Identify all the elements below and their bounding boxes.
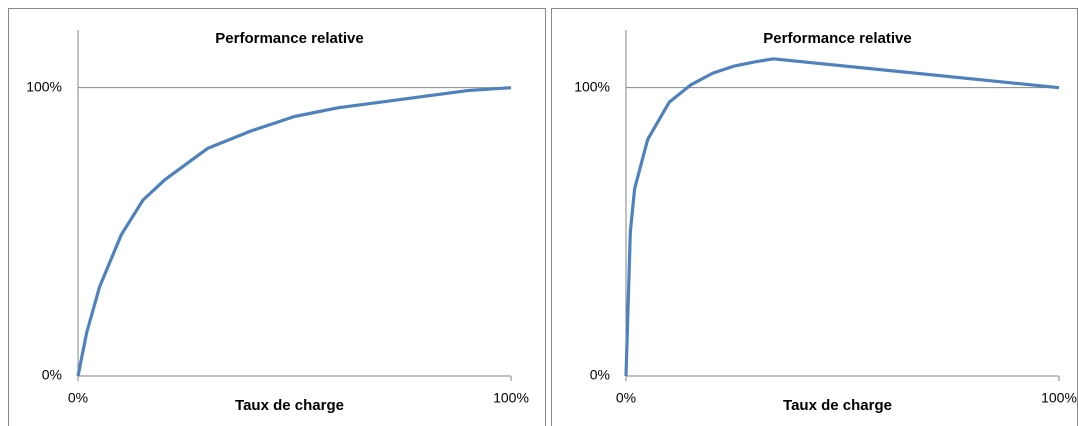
x-tick-label: 100%	[1041, 390, 1077, 406]
data-line	[76, 86, 512, 377]
chart-title: Performance relative	[215, 30, 363, 47]
x-axis-label: Taux de charge	[783, 397, 892, 414]
panel-border	[8, 8, 546, 426]
x-tick-label: 100%	[493, 390, 529, 406]
y-tick-label: 100%	[574, 78, 610, 94]
y-tick-label: 0%	[590, 367, 610, 383]
x-tick-label: 0%	[68, 390, 88, 406]
y-tick-label: 0%	[42, 367, 62, 383]
data-line	[624, 57, 1060, 377]
x-tick-label: 0%	[616, 390, 636, 406]
x-axis-label: Taux de charge	[235, 397, 344, 414]
chart-title: Performance relative	[763, 30, 911, 47]
y-tick-label: 100%	[26, 78, 62, 94]
